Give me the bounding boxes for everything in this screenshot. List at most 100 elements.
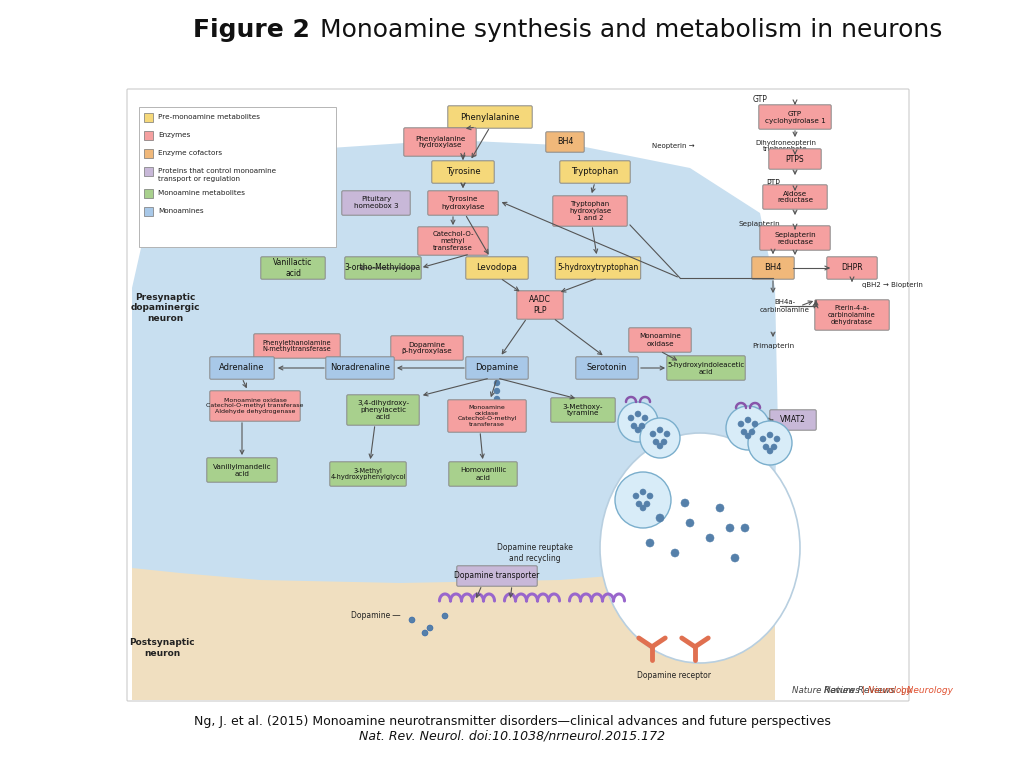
FancyBboxPatch shape (763, 185, 827, 209)
Circle shape (686, 519, 694, 527)
Text: DHPR: DHPR (841, 263, 863, 273)
FancyBboxPatch shape (447, 106, 532, 128)
FancyBboxPatch shape (254, 334, 340, 358)
Circle shape (644, 501, 650, 507)
Circle shape (706, 534, 714, 542)
Text: Presynaptic
dopaminergic
neuron: Presynaptic dopaminergic neuron (130, 293, 200, 323)
FancyBboxPatch shape (553, 196, 627, 227)
Circle shape (642, 415, 648, 421)
FancyBboxPatch shape (143, 113, 154, 122)
Text: Noradrenaline: Noradrenaline (330, 363, 390, 372)
Circle shape (646, 539, 654, 547)
FancyBboxPatch shape (759, 104, 831, 129)
Text: Dopamine receptor: Dopamine receptor (637, 671, 711, 680)
Text: qBH2 → Biopterin: qBH2 → Biopterin (862, 282, 923, 288)
Circle shape (664, 431, 670, 437)
FancyBboxPatch shape (143, 207, 154, 217)
Circle shape (771, 444, 777, 450)
Text: GTP
cyclohydrolase 1: GTP cyclohydrolase 1 (765, 111, 825, 124)
Text: Serotonin: Serotonin (587, 363, 628, 372)
Circle shape (636, 501, 642, 507)
Circle shape (726, 524, 734, 532)
FancyBboxPatch shape (391, 336, 463, 360)
FancyBboxPatch shape (752, 257, 795, 280)
FancyBboxPatch shape (769, 149, 821, 169)
Circle shape (763, 444, 769, 450)
Circle shape (662, 439, 667, 445)
Circle shape (647, 493, 653, 499)
Text: BH4a-
carbinolamine: BH4a- carbinolamine (760, 300, 810, 313)
Text: Aldose
reductase: Aldose reductase (777, 190, 813, 204)
Text: Enzyme cofactors: Enzyme cofactors (158, 150, 222, 156)
FancyBboxPatch shape (261, 257, 326, 280)
FancyBboxPatch shape (457, 566, 538, 586)
Text: PTP: PTP (766, 180, 780, 188)
FancyBboxPatch shape (403, 127, 476, 156)
FancyBboxPatch shape (667, 356, 745, 380)
FancyBboxPatch shape (760, 226, 830, 250)
Text: Homovanillic
acid: Homovanillic acid (460, 468, 506, 481)
Text: 3-ortho-Methyldopa: 3-ortho-Methyldopa (345, 263, 421, 273)
Text: Levodopa: Levodopa (476, 263, 517, 273)
Circle shape (738, 421, 744, 427)
Circle shape (618, 402, 658, 442)
Text: transport or regulation: transport or regulation (158, 176, 240, 182)
Text: Adrenaline: Adrenaline (219, 363, 265, 372)
FancyBboxPatch shape (143, 131, 154, 141)
FancyBboxPatch shape (815, 300, 889, 330)
Circle shape (409, 617, 415, 623)
FancyBboxPatch shape (330, 462, 407, 486)
Text: BH4: BH4 (557, 137, 573, 147)
FancyBboxPatch shape (560, 161, 630, 184)
Text: Pituitary
homeobox 3: Pituitary homeobox 3 (353, 197, 398, 210)
FancyBboxPatch shape (428, 190, 499, 215)
Circle shape (653, 439, 659, 445)
Text: Monoamine
oxidase: Monoamine oxidase (639, 333, 681, 346)
Text: Dopamine: Dopamine (475, 363, 518, 372)
Text: 5-hydroxytryptophan: 5-hydroxytryptophan (557, 263, 639, 273)
FancyBboxPatch shape (575, 357, 638, 379)
FancyBboxPatch shape (432, 161, 495, 184)
FancyBboxPatch shape (347, 395, 419, 425)
Circle shape (760, 436, 766, 442)
Circle shape (640, 505, 646, 511)
Text: VMAT2: VMAT2 (780, 415, 806, 425)
Polygon shape (132, 140, 778, 700)
Circle shape (745, 433, 751, 439)
FancyBboxPatch shape (143, 189, 154, 198)
Circle shape (657, 443, 663, 449)
FancyBboxPatch shape (326, 357, 394, 379)
Text: Nature Reviews: Nature Reviews (824, 686, 895, 695)
FancyBboxPatch shape (629, 328, 691, 353)
Circle shape (767, 432, 773, 438)
Circle shape (650, 431, 656, 437)
Text: Nat. Rev. Neurol. doi:10.1038/nrneurol.2015.172: Nat. Rev. Neurol. doi:10.1038/nrneurol.2… (359, 730, 665, 743)
Circle shape (726, 406, 770, 450)
Circle shape (681, 499, 689, 507)
Circle shape (628, 415, 634, 421)
Text: PTPS: PTPS (785, 154, 804, 164)
Text: Primapterin: Primapterin (752, 343, 794, 349)
Text: Phenylethanolamine
N-methyltransferase: Phenylethanolamine N-methyltransferase (262, 339, 332, 353)
FancyBboxPatch shape (770, 410, 816, 430)
FancyBboxPatch shape (826, 257, 878, 280)
Circle shape (615, 472, 671, 528)
Text: Phenylalanine: Phenylalanine (460, 112, 520, 121)
Text: 3-Methoxy-
tyramine: 3-Methoxy- tyramine (563, 403, 603, 416)
Text: Pre-monoamine metabolites: Pre-monoamine metabolites (158, 114, 260, 120)
Circle shape (422, 630, 428, 636)
FancyBboxPatch shape (418, 227, 488, 255)
Text: Sepiapterin
reductase: Sepiapterin reductase (774, 231, 816, 244)
Circle shape (495, 389, 500, 393)
Text: Postsynaptic
neuron: Postsynaptic neuron (129, 638, 195, 657)
Text: Dopamine ―: Dopamine ― (351, 611, 400, 621)
FancyBboxPatch shape (466, 357, 528, 379)
Text: | Neurology: | Neurology (862, 686, 912, 695)
FancyBboxPatch shape (207, 458, 278, 482)
FancyBboxPatch shape (210, 357, 274, 379)
Circle shape (631, 423, 637, 429)
Ellipse shape (600, 433, 800, 663)
FancyBboxPatch shape (466, 257, 528, 280)
Text: Dopamine
β-hydroxylase: Dopamine β-hydroxylase (401, 342, 453, 355)
Circle shape (640, 489, 646, 495)
